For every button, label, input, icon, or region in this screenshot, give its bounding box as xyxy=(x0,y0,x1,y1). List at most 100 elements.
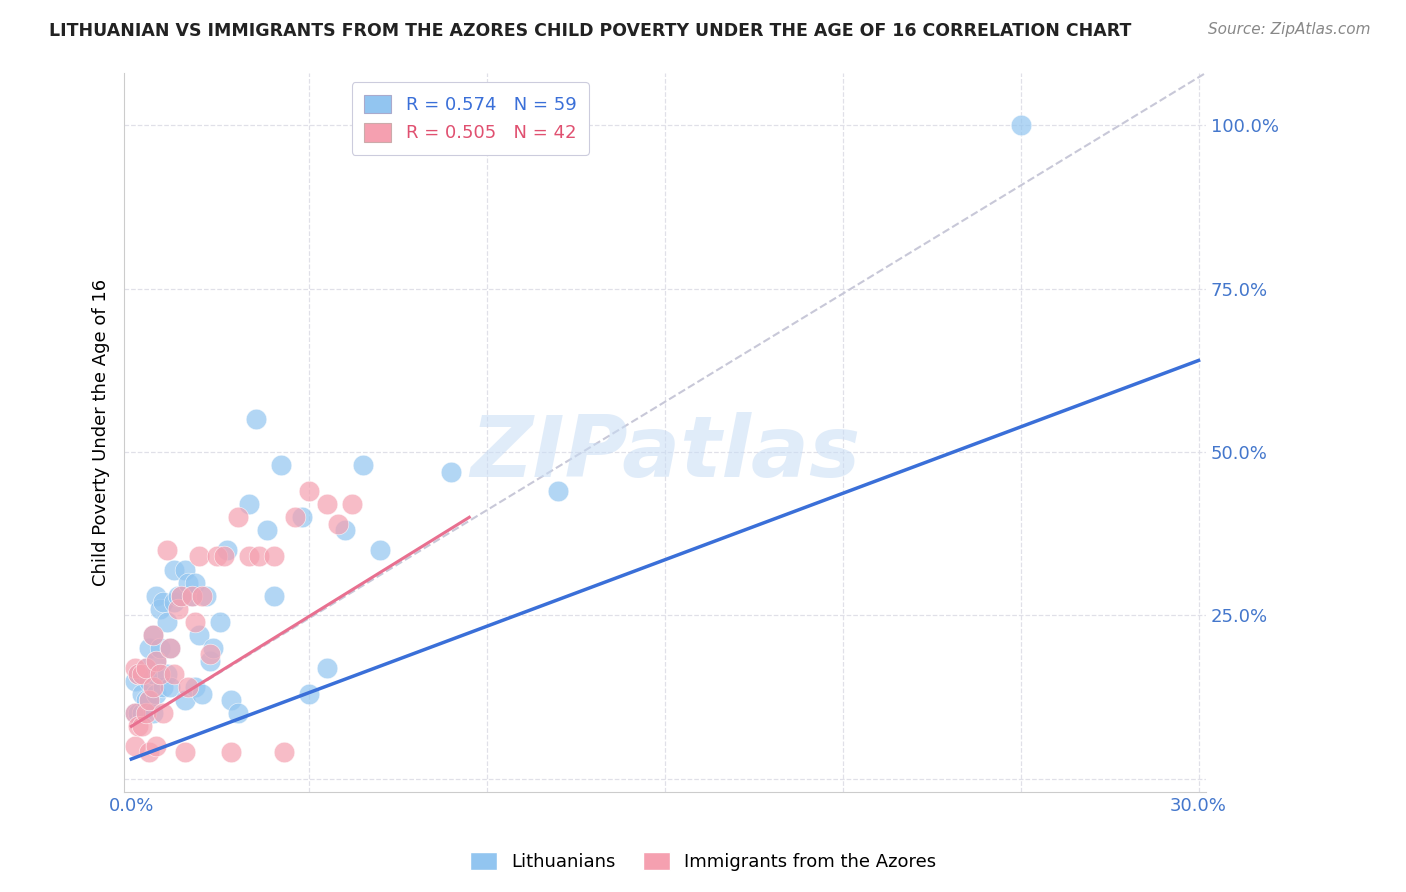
Point xyxy=(177,575,200,590)
Point xyxy=(131,667,153,681)
Point xyxy=(166,589,188,603)
Point xyxy=(138,746,160,760)
Point xyxy=(135,706,157,721)
Point xyxy=(217,543,239,558)
Point xyxy=(127,667,149,681)
Point xyxy=(256,524,278,538)
Text: LITHUANIAN VS IMMIGRANTS FROM THE AZORES CHILD POVERTY UNDER THE AGE OF 16 CORRE: LITHUANIAN VS IMMIGRANTS FROM THE AZORES… xyxy=(49,22,1132,40)
Point xyxy=(247,549,270,564)
Point xyxy=(142,680,165,694)
Point xyxy=(163,595,186,609)
Point xyxy=(142,628,165,642)
Text: ZIPatlas: ZIPatlas xyxy=(470,412,860,495)
Point xyxy=(135,693,157,707)
Point xyxy=(127,667,149,681)
Point xyxy=(209,615,232,629)
Point xyxy=(149,667,172,681)
Point xyxy=(440,465,463,479)
Point xyxy=(127,706,149,721)
Point xyxy=(173,563,195,577)
Y-axis label: Child Poverty Under the Age of 16: Child Poverty Under the Age of 16 xyxy=(93,279,110,586)
Point xyxy=(195,589,218,603)
Point xyxy=(298,687,321,701)
Point xyxy=(284,510,307,524)
Point xyxy=(1010,118,1032,132)
Point xyxy=(298,484,321,499)
Point xyxy=(127,719,149,733)
Point xyxy=(145,654,167,668)
Point xyxy=(180,589,202,603)
Point xyxy=(326,516,349,531)
Point xyxy=(131,706,153,721)
Point xyxy=(145,739,167,753)
Point xyxy=(184,680,207,694)
Point xyxy=(238,549,260,564)
Legend: Lithuanians, Immigrants from the Azores: Lithuanians, Immigrants from the Azores xyxy=(463,845,943,879)
Point xyxy=(291,510,314,524)
Point xyxy=(352,458,374,472)
Point xyxy=(142,667,165,681)
Point xyxy=(156,667,179,681)
Point xyxy=(142,706,165,721)
Point xyxy=(370,543,392,558)
Point xyxy=(156,543,179,558)
Point xyxy=(138,673,160,688)
Point xyxy=(177,680,200,694)
Point xyxy=(170,589,193,603)
Point xyxy=(263,549,285,564)
Point xyxy=(205,549,228,564)
Point xyxy=(124,706,146,721)
Point xyxy=(131,719,153,733)
Point xyxy=(159,680,181,694)
Point xyxy=(547,484,569,499)
Point xyxy=(124,739,146,753)
Point xyxy=(131,687,153,701)
Text: Source: ZipAtlas.com: Source: ZipAtlas.com xyxy=(1208,22,1371,37)
Point xyxy=(138,693,160,707)
Point xyxy=(124,673,146,688)
Point xyxy=(163,667,186,681)
Point xyxy=(166,601,188,615)
Point xyxy=(156,615,179,629)
Point xyxy=(170,589,193,603)
Point xyxy=(184,615,207,629)
Point xyxy=(184,575,207,590)
Point xyxy=(340,497,363,511)
Point xyxy=(333,524,356,538)
Point xyxy=(316,660,339,674)
Point xyxy=(163,563,186,577)
Point xyxy=(273,746,295,760)
Point xyxy=(131,667,153,681)
Point xyxy=(149,601,172,615)
Point xyxy=(191,687,214,701)
Point xyxy=(124,660,146,674)
Point xyxy=(316,497,339,511)
Point xyxy=(219,693,242,707)
Point xyxy=(198,654,221,668)
Point xyxy=(159,640,181,655)
Point xyxy=(191,589,214,603)
Point xyxy=(245,412,267,426)
Point xyxy=(238,497,260,511)
Point xyxy=(135,660,157,674)
Point xyxy=(226,706,249,721)
Point xyxy=(124,706,146,721)
Point xyxy=(187,549,209,564)
Point xyxy=(152,706,174,721)
Point xyxy=(263,589,285,603)
Point xyxy=(212,549,235,564)
Point xyxy=(152,680,174,694)
Point xyxy=(270,458,292,472)
Point xyxy=(173,693,195,707)
Point xyxy=(219,746,242,760)
Point xyxy=(135,660,157,674)
Point xyxy=(138,693,160,707)
Point xyxy=(152,595,174,609)
Point xyxy=(145,687,167,701)
Point xyxy=(145,589,167,603)
Legend: R = 0.574   N = 59, R = 0.505   N = 42: R = 0.574 N = 59, R = 0.505 N = 42 xyxy=(352,82,589,155)
Point xyxy=(142,628,165,642)
Point xyxy=(202,640,225,655)
Point xyxy=(173,746,195,760)
Point xyxy=(198,648,221,662)
